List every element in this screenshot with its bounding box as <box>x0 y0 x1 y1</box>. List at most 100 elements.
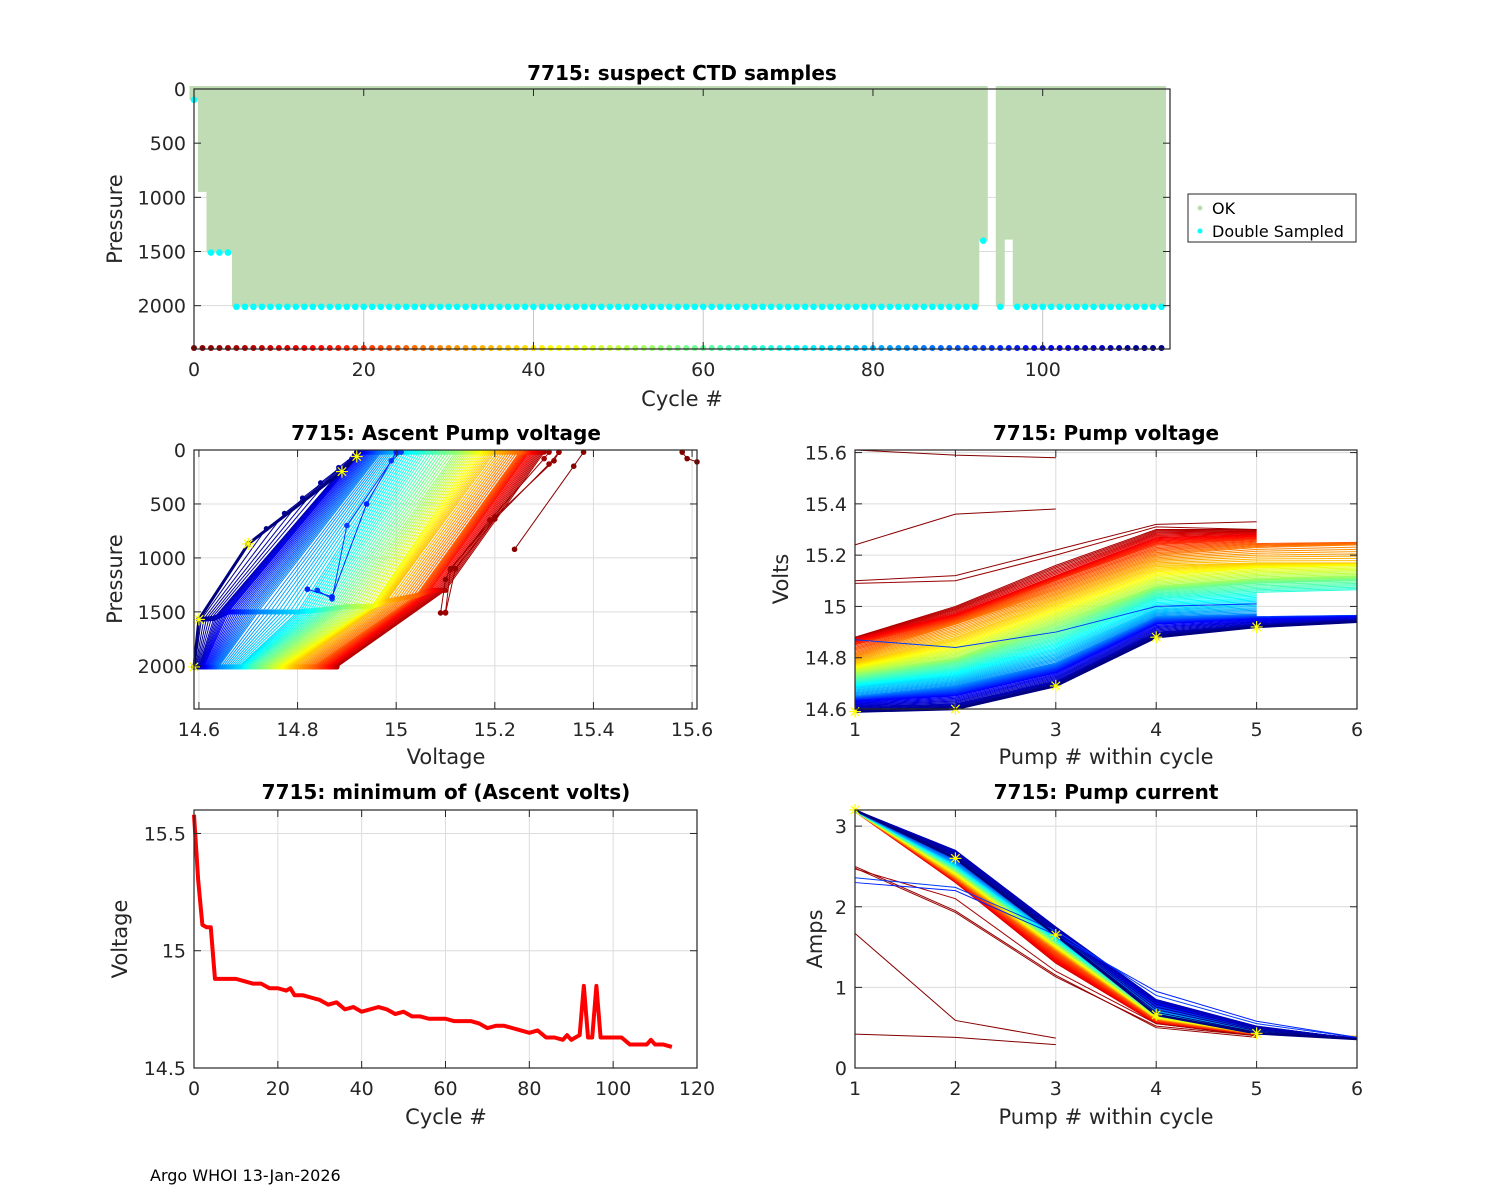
cycle-marker <box>598 345 605 351</box>
ok-sample-bar <box>630 86 640 307</box>
pump-series-line <box>854 528 1257 638</box>
ok-sample-bar <box>486 86 496 307</box>
y-tick-label: 1 <box>835 977 847 999</box>
ascent-profile-point <box>363 501 370 507</box>
ok-sample-bar <box>427 86 437 307</box>
pump-series-line <box>854 617 1358 705</box>
ok-sample-bar <box>953 86 963 307</box>
pump-series-line <box>854 572 1358 673</box>
pump-voltage-axes: 7715: Pump voltage 1 2 3 4 5 6 14.6 14.8 15 15.2 1… <box>769 421 1363 769</box>
pump-series-line <box>854 605 1257 691</box>
double-sampled-marker <box>470 303 478 311</box>
ok-sample-bar <box>1072 86 1082 307</box>
double-sampled-marker <box>742 303 749 311</box>
cycle-marker <box>759 345 766 351</box>
double-sampled-marker <box>801 303 809 311</box>
cycle-marker <box>547 345 554 351</box>
pump-series-line <box>854 521 1257 582</box>
pump-series-line <box>854 553 1358 660</box>
cycle-marker <box>929 345 936 351</box>
suspect-ctd-xlabel: Cycle # <box>641 387 723 411</box>
cycle-marker <box>785 345 792 351</box>
ok-sample-bar <box>248 86 258 307</box>
ok-sample-bar <box>859 86 869 307</box>
cycle-marker <box>394 345 401 351</box>
cycle-marker <box>776 345 783 351</box>
cycle-marker <box>445 345 452 351</box>
cycle-marker <box>1141 345 1148 351</box>
x-tick-label: 5 <box>1251 1078 1263 1100</box>
cycle-marker <box>912 345 919 351</box>
pump-series-line <box>854 564 1358 668</box>
pump-series-line <box>854 865 1257 1038</box>
legend: OK Double Sampled <box>1187 193 1357 243</box>
ok-sample-bar <box>1012 86 1022 307</box>
pump-series-line <box>854 577 1358 677</box>
ok-sample-bar <box>240 86 250 307</box>
ok-sample-bar <box>435 86 445 307</box>
pump-series-line <box>854 616 1358 702</box>
pump-series-line <box>854 544 1358 656</box>
ascent-profile-point <box>287 609 293 615</box>
cycle-marker <box>725 345 732 351</box>
ok-sample-bar <box>639 86 649 307</box>
ascent-profile-point <box>546 449 552 455</box>
pump-current-ylabel: Amps <box>803 909 827 968</box>
pump-series-line <box>854 508 1056 546</box>
pump-series-line <box>854 532 1257 640</box>
cycle-marker <box>267 345 274 351</box>
pump-series-line <box>854 594 1257 685</box>
double-sampled-marker <box>750 303 758 311</box>
ok-sample-bar <box>910 86 920 307</box>
ok-sample-bar <box>596 86 606 307</box>
ok-sample-bar <box>1097 86 1107 307</box>
pump-series-line <box>854 599 1257 688</box>
cycle-marker <box>1005 345 1012 351</box>
double-sampled-marker <box>326 303 334 311</box>
cycle-marker <box>462 345 469 351</box>
x-tick-label: 6 <box>1351 1078 1363 1100</box>
double-sampled-marker <box>640 303 648 311</box>
pump-series-line <box>854 551 1358 659</box>
double-sampled-marker <box>784 303 792 311</box>
pump-series-line <box>854 582 1358 681</box>
ok-sample-bar <box>393 86 403 307</box>
pump-series-line <box>854 535 1257 642</box>
x-tick-label: 14.6 <box>178 719 220 741</box>
x-tick-label: 1 <box>849 1078 861 1100</box>
x-tick-label: 20 <box>266 1078 290 1100</box>
x-tick-label: 0 <box>188 1078 200 1100</box>
double-sampled-marker <box>963 303 970 311</box>
pump-series-line <box>854 533 1257 640</box>
ok-sample-bar <box>469 86 479 307</box>
pump-series-line <box>854 564 1358 669</box>
ok-sample-bar <box>503 86 513 307</box>
min-ascent-volts-title: 7715: minimum of (Ascent volts) <box>262 780 631 804</box>
pump-series-line <box>854 537 1257 644</box>
ok-sample-bar <box>826 86 836 307</box>
double-sampled-marker <box>402 303 410 311</box>
pump-series-line <box>854 603 1257 689</box>
pump-series-line <box>854 541 1358 651</box>
double-sampled-marker <box>878 303 885 311</box>
ascent-pump-voltage-xlabel: Voltage <box>407 745 486 769</box>
ok-sample-bar <box>732 86 742 307</box>
double-sampled-marker <box>929 303 936 311</box>
ok-sample-bar <box>308 86 318 307</box>
y-tick-label: 15.5 <box>144 823 186 845</box>
pump-series-line <box>854 573 1358 673</box>
y-tick-label: 15 <box>162 941 186 963</box>
double-sampled-marker <box>606 303 614 311</box>
ok-sample-bar <box>1131 86 1141 307</box>
ascent-pump-voltage-axes: 7715: Ascent Pump voltage 14.6 14.8 15 15.2… <box>103 421 713 769</box>
double-sampled-marker <box>598 303 605 311</box>
x-tick-label: 3 <box>1050 719 1062 741</box>
double-sampled-marker <box>1039 303 1046 311</box>
ok-sample-bar <box>1055 86 1065 307</box>
ok-sample-bar <box>1080 86 1090 307</box>
ok-sample-bar <box>613 86 623 307</box>
ok-sample-bar <box>1029 86 1039 307</box>
latest-cycle-marker <box>192 613 205 626</box>
ok-sample-bar <box>775 86 785 307</box>
pump-series-line <box>854 537 1257 645</box>
